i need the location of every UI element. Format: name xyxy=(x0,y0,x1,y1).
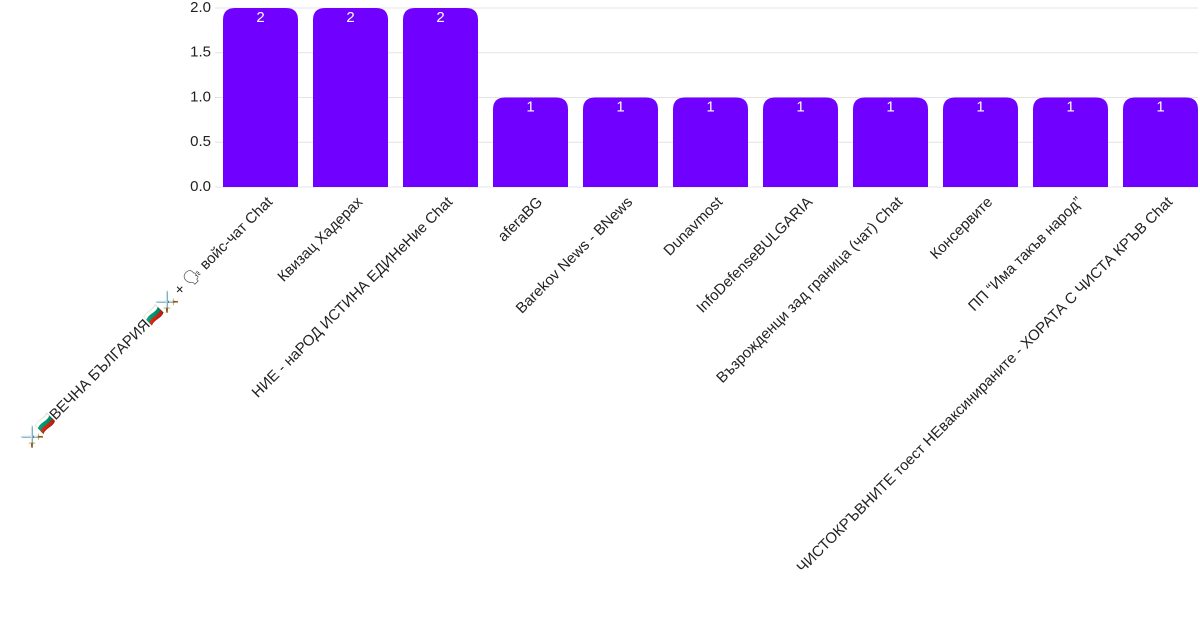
x-tick-label: Квизац Хадерах xyxy=(274,193,366,285)
x-tick-label: НИЕ - наРОД ИСТИНА ЕДИНеНие Chat xyxy=(249,193,457,401)
value-label: 1 xyxy=(1066,98,1074,115)
bar xyxy=(583,97,658,187)
value-label: 2 xyxy=(256,9,264,26)
x-tick-label: Dunavmost xyxy=(660,193,726,259)
value-label: 1 xyxy=(526,98,534,115)
bar xyxy=(943,97,1018,187)
value-label: 1 xyxy=(976,98,984,115)
bar xyxy=(763,97,838,187)
bar xyxy=(223,8,298,187)
value-label: 1 xyxy=(1156,98,1164,115)
bar xyxy=(493,97,568,187)
y-tick-label: 0.5 xyxy=(190,133,211,150)
y-tick-label: 1.0 xyxy=(190,88,211,105)
bar xyxy=(673,97,748,187)
bar xyxy=(403,8,478,187)
x-tick-label: aferaBG xyxy=(495,194,547,246)
value-label: 2 xyxy=(436,9,444,26)
bar xyxy=(313,8,388,187)
bar xyxy=(1033,97,1108,187)
value-label: 2 xyxy=(346,9,354,26)
bar xyxy=(853,97,928,187)
bar xyxy=(1123,97,1198,187)
value-label: 1 xyxy=(796,98,804,115)
x-tick-label: Консервите xyxy=(927,194,996,263)
x-tick-label: ⚔️🇧🇬ВЕЧНА БЪЛГАРИЯ🇧🇬⚔️ + 🗣 войс-чат Chat xyxy=(19,192,277,450)
y-tick-label: 1.5 xyxy=(190,44,211,61)
y-tick-label: 0.0 xyxy=(190,178,211,195)
value-label: 1 xyxy=(886,98,894,115)
x-tick-label: Възрожденци зад граница (чат) Chat xyxy=(713,193,907,387)
value-label: 1 xyxy=(616,98,624,115)
value-label: 1 xyxy=(706,98,714,115)
y-tick-label: 2.0 xyxy=(190,0,211,16)
